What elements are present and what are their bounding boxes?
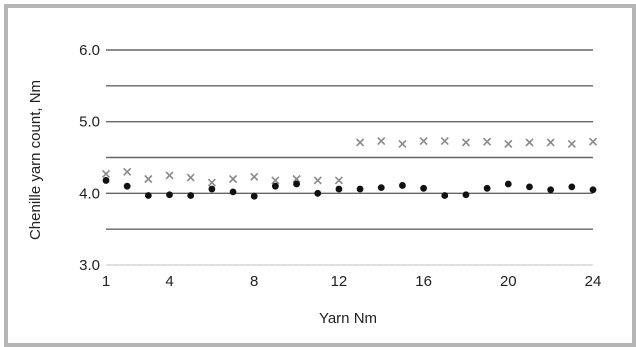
data-point-circle: [462, 191, 470, 199]
y-tick-label: 5.0: [79, 114, 100, 131]
data-point-circle: [589, 186, 597, 194]
data-point-circle: [483, 184, 491, 192]
data-point-cross: [271, 176, 280, 185]
gridlines: [106, 49, 593, 266]
x-tick-label: 20: [500, 273, 517, 290]
data-point-cross: [588, 137, 598, 146]
y-axis-ticks: 3.0 4.0 5.0 6.0: [79, 42, 100, 274]
data-point-cross: [101, 169, 111, 179]
data-point-circle: [547, 186, 555, 194]
data-point-circle: [123, 182, 131, 190]
data-point-circle: [144, 192, 152, 199]
data-point-cross: [334, 176, 343, 185]
data-point-cross: [504, 139, 513, 148]
data-point-circle: [399, 182, 406, 189]
data-point-circle: [229, 188, 237, 196]
data-point-circle: [356, 185, 364, 193]
data-point-cross: [356, 138, 365, 147]
data-point-cross: [144, 174, 153, 184]
x-tick-label: 1: [102, 273, 110, 290]
data-point-circle: [377, 184, 385, 192]
data-point-circle: [208, 185, 216, 193]
chart-frame: 3.0 4.0 5.0 6.0 1 4 8 12 16 20 24 Yarn Nm Chenill…: [4, 4, 636, 347]
x-axis-ticks: 1 4 8 12 16 20 24: [102, 273, 602, 290]
data-point-cross: [207, 178, 216, 187]
data-point-cross: [250, 172, 259, 181]
data-point-cross: [419, 136, 428, 146]
data-point-circle: [314, 189, 322, 197]
data-point-cross: [123, 167, 132, 176]
x-tick-label: 16: [415, 273, 432, 290]
data-point-circle: [250, 192, 258, 200]
x-tick-label: 24: [585, 273, 602, 290]
data-point-cross: [546, 138, 555, 147]
x-tick-label: 8: [250, 273, 258, 290]
data-point-cross: [186, 173, 195, 182]
data-point-circle: [504, 180, 512, 188]
data-point-cross: [165, 171, 174, 180]
y-tick-label: 4.0: [79, 185, 100, 202]
data-point-cross: [525, 138, 534, 147]
data-point-cross: [461, 138, 471, 147]
data-point-cross: [398, 139, 407, 148]
data-series: [101, 136, 598, 200]
y-tick-label: 6.0: [79, 42, 100, 59]
data-point-circle: [335, 185, 343, 193]
data-point-circle: [166, 191, 173, 199]
data-point-cross: [313, 176, 322, 185]
data-point-cross: [440, 136, 449, 146]
data-point-circle: [187, 192, 195, 199]
data-point-circle: [526, 183, 533, 191]
x-tick-label: 12: [331, 273, 348, 290]
x-axis-label: Yarn Nm: [319, 310, 377, 327]
data-point-circle: [102, 177, 110, 184]
data-point-cross: [483, 137, 492, 146]
data-point-circle: [420, 184, 428, 192]
data-point-circle: [271, 182, 279, 190]
x-tick-label: 4: [165, 273, 173, 290]
data-point-cross: [567, 139, 576, 148]
y-tick-label: 3.0: [79, 257, 100, 274]
data-point-circle: [293, 180, 300, 188]
data-point-circle: [441, 192, 449, 199]
y-axis-label: Chenille yarn count, Nm: [27, 80, 44, 240]
data-point-cross: [377, 136, 386, 146]
data-point-cross: [292, 174, 301, 184]
scatter-chart: 3.0 4.0 5.0 6.0 1 4 8 12 16 20 24 Yarn Nm Chenill…: [27, 42, 602, 327]
data-point-cross: [228, 174, 238, 184]
data-point-circle: [568, 183, 576, 191]
